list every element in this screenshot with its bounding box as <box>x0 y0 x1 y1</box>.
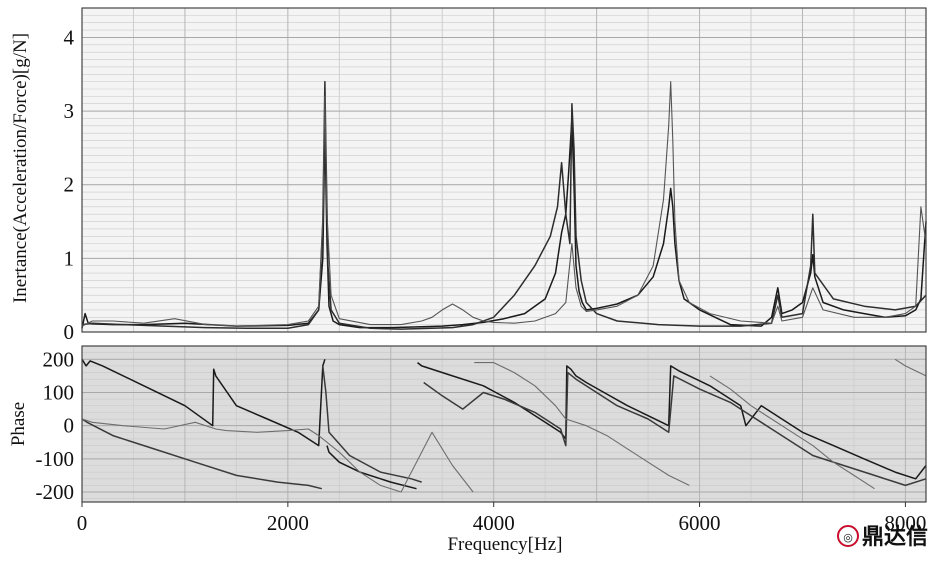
magnitude-y-tick-label: 3 <box>64 99 75 123</box>
phase-series-1-line <box>81 358 927 490</box>
watermark-mark: ◎ <box>843 531 853 544</box>
magnitude-panel: 0 1 2 3 4 <box>64 7 927 344</box>
phase-series-2-line <box>81 365 927 490</box>
phase-series-3-line <box>81 358 927 493</box>
phase-y-tick-label: -100 <box>36 447 75 471</box>
magnitude-y-tick-label: 4 <box>64 25 75 49</box>
watermark-circle-icon <box>837 525 859 547</box>
watermark-text: 鼎达信 <box>862 524 928 550</box>
magnitude-frame <box>81 7 927 333</box>
phase-y-tick-label: 200 <box>43 347 75 371</box>
phase-y-tick-label: -200 <box>36 480 75 504</box>
watermark-logo: ◎ 鼎达信 <box>837 524 928 550</box>
magnitude-y-axis-title: Inertance(Acceleration/Force)[g/N] <box>10 33 31 303</box>
phase-plot-area <box>82 346 926 502</box>
phase-y-tick-label: 0 <box>64 414 75 438</box>
magnitude-vertical-gridlines <box>81 8 906 332</box>
x-tick-label: 0 <box>77 511 88 535</box>
phase-y-axis-title: Phase <box>8 402 29 446</box>
x-tick-label: 6000 <box>679 511 721 535</box>
phase-frame <box>81 345 927 503</box>
phase-series-group <box>81 358 927 493</box>
magnitude-y-tick-label: 2 <box>64 173 75 197</box>
x-ticks: 0 2000 4000 6000 8000 <box>77 502 926 535</box>
phase-y-tick-label: 100 <box>43 380 75 404</box>
x-tick-label: 2000 <box>267 511 309 535</box>
x-tick-label: 4000 <box>473 511 515 535</box>
magnitude-series-3-line <box>81 81 927 327</box>
phase-y-ticks: 200 100 0 -100 -200 <box>36 347 926 504</box>
magnitude-y-tick-label: 1 <box>64 246 75 270</box>
magnitude-series-1-line <box>81 117 927 329</box>
frequency-x-axis-title: Frequency[Hz] <box>447 534 562 555</box>
magnitude-y-tick-label: 0 <box>64 320 75 344</box>
magnitude-series-group <box>81 80 927 330</box>
x-tick-label: 8000 <box>884 511 926 535</box>
